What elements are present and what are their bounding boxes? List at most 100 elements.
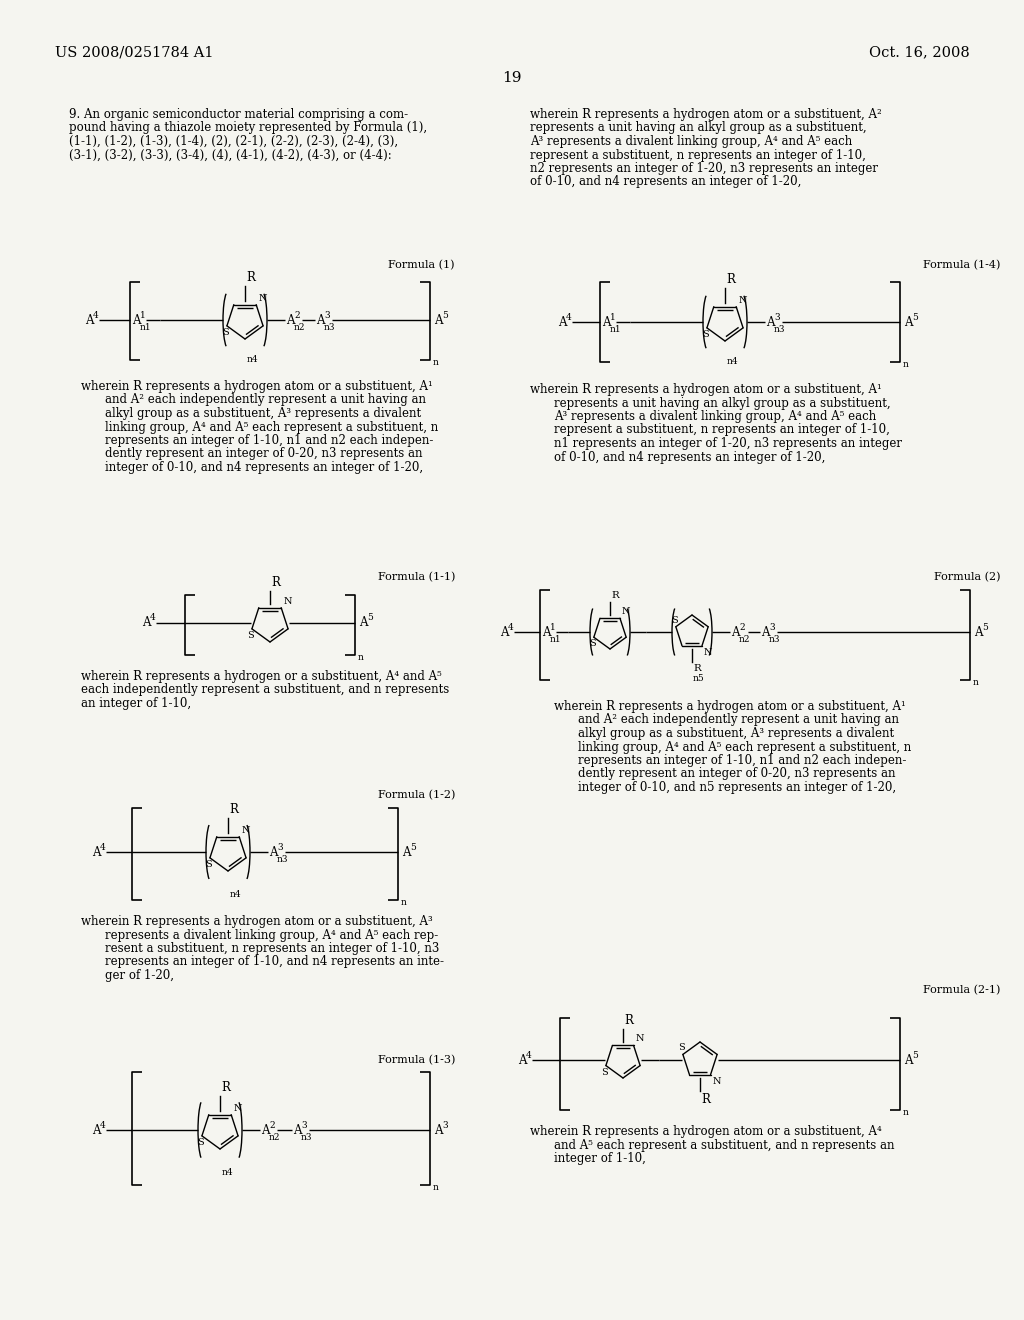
Text: n: n <box>401 898 407 907</box>
Text: (3-1), (3-2), (3-3), (3-4), (4), (4-1), (4-2), (4-3), or (4-4):: (3-1), (3-2), (3-3), (3-4), (4), (4-1), … <box>69 149 392 161</box>
Text: 3: 3 <box>324 310 330 319</box>
Text: 4: 4 <box>508 623 514 631</box>
Text: A: A <box>316 314 325 326</box>
Text: integer of 0-10, and n4 represents an integer of 1-20,: integer of 0-10, and n4 represents an in… <box>105 461 423 474</box>
Text: S: S <box>590 639 596 648</box>
Text: Oct. 16, 2008: Oct. 16, 2008 <box>869 45 970 59</box>
Text: linking group, A⁴ and A⁵ each represent a substituent, n: linking group, A⁴ and A⁵ each represent … <box>105 421 438 433</box>
Text: 4: 4 <box>100 842 105 851</box>
Text: wherein R represents a hydrogen atom or a substituent, A¹: wherein R represents a hydrogen atom or … <box>81 380 433 393</box>
Text: S: S <box>222 327 229 337</box>
Text: 5: 5 <box>912 1051 918 1060</box>
Text: 3: 3 <box>769 623 774 631</box>
Text: (1-1), (1-2), (1-3), (1-4), (2), (2-1), (2-2), (2-3), (2-4), (3),: (1-1), (1-2), (1-3), (1-4), (2), (2-1), … <box>69 135 398 148</box>
Text: n4: n4 <box>222 1168 233 1177</box>
Text: Formula (2-1): Formula (2-1) <box>923 985 1000 995</box>
Text: 4: 4 <box>566 313 571 322</box>
Text: A: A <box>602 315 610 329</box>
Text: 5: 5 <box>442 310 447 319</box>
Text: A: A <box>731 626 739 639</box>
Text: n: n <box>433 358 439 367</box>
Text: n3: n3 <box>301 1133 312 1142</box>
Text: represents a divalent linking group, A⁴ and A⁵ each rep-: represents a divalent linking group, A⁴ … <box>105 928 438 941</box>
Text: A: A <box>286 314 295 326</box>
Text: 4: 4 <box>93 310 98 319</box>
Text: A: A <box>142 616 151 630</box>
Text: A: A <box>269 846 278 858</box>
Text: S: S <box>206 859 212 869</box>
Text: A: A <box>85 314 93 326</box>
Text: R: R <box>726 273 735 286</box>
Text: represents an integer of 1-10, and n4 represents an inte-: represents an integer of 1-10, and n4 re… <box>105 956 444 969</box>
Text: n1: n1 <box>550 635 561 644</box>
Text: A: A <box>558 315 566 329</box>
Text: R: R <box>611 591 618 601</box>
Text: A: A <box>92 846 100 858</box>
Text: R: R <box>221 1081 229 1094</box>
Text: N: N <box>636 1035 644 1043</box>
Text: Formula (1): Formula (1) <box>388 260 455 271</box>
Text: represents an integer of 1-10, n1 and n2 each indepen-: represents an integer of 1-10, n1 and n2… <box>105 434 433 447</box>
Text: S: S <box>601 1068 608 1077</box>
Text: A: A <box>293 1123 301 1137</box>
Text: A: A <box>434 1123 442 1137</box>
Text: A³ represents a divalent linking group, A⁴ and A⁵ each: A³ represents a divalent linking group, … <box>554 411 877 422</box>
Text: 2: 2 <box>739 623 744 631</box>
Text: S: S <box>672 615 678 624</box>
Text: N: N <box>703 648 713 657</box>
Text: R: R <box>701 1093 710 1106</box>
Text: S: S <box>679 1043 685 1052</box>
Text: wherein R represents a hydrogen or a substituent, A⁴ and A⁵: wherein R represents a hydrogen or a sub… <box>81 671 441 682</box>
Text: represents a unit having an alkyl group as a substituent,: represents a unit having an alkyl group … <box>530 121 866 135</box>
Text: Formula (1-4): Formula (1-4) <box>923 260 1000 271</box>
Text: represents an integer of 1-10, n1 and n2 each indepen-: represents an integer of 1-10, n1 and n2… <box>578 754 906 767</box>
Text: wherein R represents a hydrogen atom or a substituent, A¹: wherein R represents a hydrogen atom or … <box>554 700 906 713</box>
Text: and A⁵ each represent a substituent, and n represents an: and A⁵ each represent a substituent, and… <box>554 1138 895 1151</box>
Text: 2: 2 <box>294 310 300 319</box>
Text: n2: n2 <box>269 1133 281 1142</box>
Text: n3: n3 <box>769 635 780 644</box>
Text: 3: 3 <box>442 1121 447 1130</box>
Text: Formula (1-3): Formula (1-3) <box>378 1055 455 1065</box>
Text: n4: n4 <box>230 890 242 899</box>
Text: Formula (2): Formula (2) <box>934 572 1000 582</box>
Text: N: N <box>738 296 746 305</box>
Text: 4: 4 <box>526 1051 531 1060</box>
Text: 1: 1 <box>140 310 145 319</box>
Text: n4: n4 <box>727 356 738 366</box>
Text: S: S <box>198 1138 205 1147</box>
Text: Formula (1-2): Formula (1-2) <box>378 789 455 800</box>
Text: N: N <box>242 825 250 834</box>
Text: each independently represent a substituent, and n represents: each independently represent a substitue… <box>81 684 450 697</box>
Text: R: R <box>229 803 238 816</box>
Text: 5: 5 <box>912 313 918 322</box>
Text: alkyl group as a substituent, A³ represents a divalent: alkyl group as a substituent, A³ represe… <box>105 407 421 420</box>
Text: n1: n1 <box>140 322 152 331</box>
Text: Formula (1-1): Formula (1-1) <box>378 572 455 582</box>
Text: A: A <box>761 626 769 639</box>
Text: 4: 4 <box>150 614 156 623</box>
Text: 3: 3 <box>301 1121 306 1130</box>
Text: dently represent an integer of 0-20, n3 represents an: dently represent an integer of 0-20, n3 … <box>578 767 896 780</box>
Text: n2: n2 <box>294 322 305 331</box>
Text: US 2008/0251784 A1: US 2008/0251784 A1 <box>55 45 213 59</box>
Text: n5: n5 <box>693 675 705 682</box>
Text: A: A <box>542 626 551 639</box>
Text: and A² each independently represent a unit having an: and A² each independently represent a un… <box>578 714 899 726</box>
Text: A: A <box>904 315 912 329</box>
Text: A: A <box>974 626 982 639</box>
Text: A: A <box>132 314 140 326</box>
Text: wherein R represents a hydrogen atom or a substituent, A²: wherein R represents a hydrogen atom or … <box>530 108 882 121</box>
Text: 1: 1 <box>550 623 556 631</box>
Text: A: A <box>434 314 442 326</box>
Text: represents a unit having an alkyl group as a substituent,: represents a unit having an alkyl group … <box>554 396 891 409</box>
Text: R: R <box>624 1014 633 1027</box>
Text: pound having a thiazole moiety represented by Formula (1),: pound having a thiazole moiety represent… <box>69 121 427 135</box>
Text: n1: n1 <box>610 325 622 334</box>
Text: 3: 3 <box>774 313 779 322</box>
Text: R: R <box>246 271 255 284</box>
Text: A: A <box>500 626 509 639</box>
Text: 5: 5 <box>367 614 373 623</box>
Text: an integer of 1-10,: an integer of 1-10, <box>81 697 191 710</box>
Text: and A² each independently represent a unit having an: and A² each independently represent a un… <box>105 393 426 407</box>
